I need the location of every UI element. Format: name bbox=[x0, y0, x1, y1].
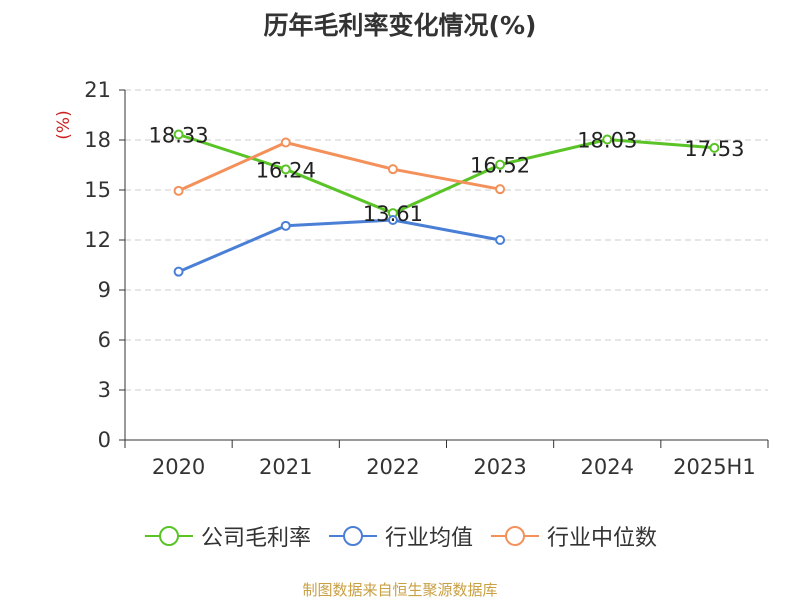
data-label: 13.61 bbox=[363, 202, 423, 226]
data-label: 16.24 bbox=[256, 158, 316, 182]
y-tick-label: 15 bbox=[84, 178, 111, 202]
legend-item[interactable]: 行业均值 bbox=[327, 520, 473, 552]
series-layer bbox=[173, 129, 720, 277]
data-label: 18.03 bbox=[577, 129, 637, 153]
y-tick-label: 18 bbox=[84, 128, 111, 152]
x-tick-label: 2024 bbox=[581, 455, 634, 479]
x-tick-label: 2022 bbox=[366, 455, 419, 479]
data-point bbox=[387, 164, 398, 175]
y-tick-label: 9 bbox=[98, 278, 111, 302]
data-point bbox=[495, 184, 506, 195]
series-line bbox=[178, 133, 715, 215]
data-point bbox=[495, 235, 506, 245]
data-point bbox=[709, 142, 720, 153]
legend-marker-icon bbox=[144, 526, 193, 546]
data-label: 17.53 bbox=[684, 137, 744, 161]
data-label: 16.52 bbox=[470, 154, 530, 178]
chart-title: 历年毛利率变化情况(%) bbox=[263, 11, 537, 40]
data-labels: 18.33 16.24 13.61 16.52 18.03 17.53 bbox=[149, 124, 745, 227]
x-tick-label: 2023 bbox=[473, 455, 526, 479]
data-point bbox=[495, 159, 506, 170]
data-label: 18.33 bbox=[149, 124, 209, 148]
y-tick-label: 0 bbox=[98, 428, 111, 452]
source-note: 制图数据来自恒生聚源数据库 bbox=[302, 581, 498, 599]
legend-label: 公司毛利率 bbox=[200, 526, 311, 551]
data-point bbox=[280, 220, 291, 231]
series-line bbox=[177, 141, 501, 193]
data-point bbox=[173, 266, 184, 277]
legend: 公司毛利率 行业均值 行业中位数 bbox=[0, 520, 800, 552]
legend-marker-icon bbox=[328, 526, 377, 546]
legend-label: 行业中位数 bbox=[547, 526, 658, 551]
data-point bbox=[387, 215, 398, 225]
legend-item[interactable]: 公司毛利率 bbox=[143, 520, 311, 552]
legend-label: 行业均值 bbox=[384, 526, 473, 551]
x-tick-label: 2020 bbox=[152, 455, 205, 479]
y-tick-label: 12 bbox=[84, 228, 111, 252]
y-tick-label: 3 bbox=[98, 378, 111, 402]
data-point bbox=[602, 134, 613, 145]
y-tick-label: 21 bbox=[84, 78, 111, 102]
data-point bbox=[280, 164, 291, 175]
data-point bbox=[280, 137, 291, 148]
axes: 0 3 6 9 12 15 18 21 2020 2021 2022 2023 2024 2025H1 (%… bbox=[54, 78, 769, 479]
series-line bbox=[178, 218, 501, 274]
x-tick-label: 2021 bbox=[259, 455, 312, 479]
grid-lines bbox=[125, 89, 768, 391]
data-point bbox=[173, 185, 184, 196]
legend-item[interactable]: 行业中位数 bbox=[489, 520, 657, 552]
legend-marker-icon bbox=[491, 526, 539, 546]
y-axis-label: (%) bbox=[54, 110, 74, 139]
data-point bbox=[173, 129, 184, 140]
y-tick-label: 6 bbox=[98, 328, 111, 352]
x-tick-label: 2025H1 bbox=[673, 455, 756, 479]
